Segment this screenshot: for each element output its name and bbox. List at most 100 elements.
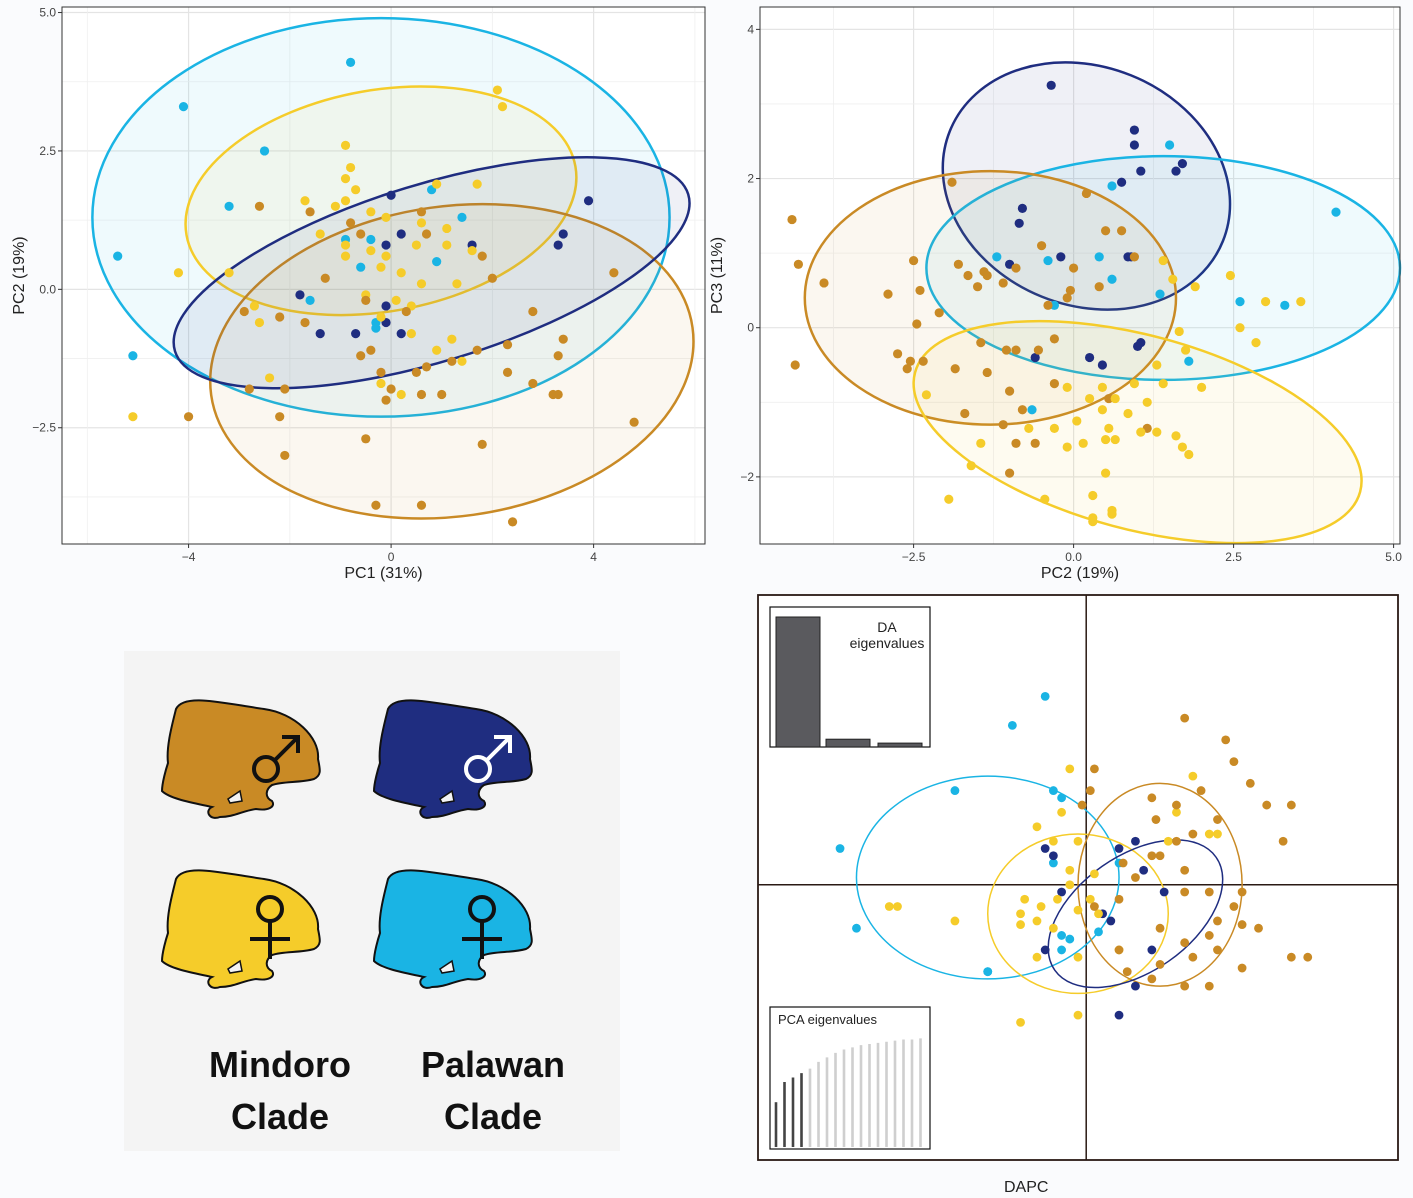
- palawan_female-point: [1007, 720, 1017, 730]
- plot-area: [62, 7, 705, 544]
- male-symbol-shaft: [485, 735, 512, 762]
- mindoro_female-point: [893, 902, 902, 911]
- mindoro_female-point: [1129, 379, 1139, 389]
- mindoro_female-point: [1296, 297, 1306, 307]
- mindoro_male-points: [183, 201, 639, 527]
- mindoro_male-point: [508, 517, 518, 527]
- mindoro_male-point: [1286, 952, 1296, 962]
- dapc-title: DAPC: [1004, 1179, 1048, 1196]
- palawan_female-point: [1065, 934, 1075, 944]
- mindoro_female-point: [1040, 494, 1050, 504]
- y-tick-label: 0.0: [39, 282, 56, 296]
- palawan_male-point: [1159, 887, 1169, 897]
- mindoro_female-point: [467, 245, 477, 256]
- mindoro_male-point: [1069, 263, 1079, 273]
- mindoro_female-point: [1181, 345, 1191, 355]
- palawan_male-point: [315, 329, 325, 339]
- mindoro_male-point: [1001, 345, 1011, 355]
- mindoro_male-point: [1213, 945, 1222, 955]
- mindoro_male-point: [973, 282, 983, 292]
- mindoro_male-point: [883, 289, 893, 299]
- mindoro_male-point: [320, 273, 330, 283]
- male-symbol-ring: [464, 755, 492, 783]
- mindoro_male-point: [1147, 793, 1157, 803]
- palawan_female-point: [1094, 252, 1104, 262]
- mindoro_female-point: [1072, 416, 1082, 426]
- mindoro_female-point: [976, 438, 986, 448]
- mindoro_female-point: [340, 251, 351, 261]
- mindoro_female-point: [1235, 323, 1245, 333]
- palawan_female-point: [1331, 207, 1341, 217]
- mindoro_female-point: [345, 162, 356, 173]
- pca-pc1-pc2-chart: −4 0 4 −2.5 0.0 2.5 5.0 PC1 (31%) PC2 (19%): [11, 6, 706, 582]
- mindoro_female-points: [884, 764, 1222, 1027]
- mindoro_female-point: [1016, 920, 1025, 929]
- mindoro_female-point: [340, 240, 351, 250]
- mindoro_male-point: [1221, 735, 1231, 745]
- mindoro_female-point: [432, 345, 442, 355]
- mindoro-clade-label: Mindoro Clade: [209, 1044, 351, 1137]
- mindoro_female-point: [1190, 282, 1200, 292]
- mindoro_female-point: [1024, 423, 1034, 433]
- mindoro_female-point: [1016, 909, 1025, 919]
- palawan_female-point: [1155, 289, 1165, 299]
- mindoro_male-point: [244, 384, 254, 394]
- mindoro_male-ellipse: [1077, 782, 1243, 987]
- palawan_female-point: [1280, 300, 1290, 310]
- mindoro_female-points: [921, 255, 1306, 527]
- palawan_male-point: [386, 190, 396, 200]
- mindoro_female-point: [249, 301, 259, 311]
- mindoro_female-point: [366, 245, 376, 256]
- palawan_male-point: [1139, 865, 1149, 875]
- da-title-line: eigenvalues: [850, 635, 925, 651]
- mindoro_female-point: [442, 223, 452, 234]
- mindoro_male-point: [416, 500, 427, 510]
- mindoro_male-point: [1117, 226, 1127, 236]
- mindoro_female-point: [1065, 764, 1075, 774]
- mindoro_male-point: [1204, 981, 1214, 991]
- mindoro_male-point: [502, 367, 513, 377]
- mindoro_female-point: [381, 251, 391, 261]
- mindoro_male-point: [1011, 345, 1021, 355]
- mindoro_male-point: [915, 285, 925, 296]
- mindoro_male-point: [1033, 345, 1043, 355]
- confidence-ellipses: [803, 61, 1402, 545]
- mindoro_female-point: [1032, 916, 1042, 926]
- mindoro_male-point: [1118, 858, 1128, 868]
- mindoro_female-point: [1053, 894, 1062, 904]
- mindoro_male-point: [1286, 800, 1296, 810]
- mindoro_male-point: [1155, 960, 1165, 969]
- mindoro_male-point: [1180, 713, 1190, 723]
- frog-silhouette-icon: [160, 699, 321, 819]
- mindoro_male-point: [1005, 386, 1015, 396]
- mindoro_male-point: [558, 334, 568, 344]
- mindoro_male-point: [1155, 851, 1165, 861]
- mindoro_male-point: [437, 389, 447, 400]
- mindoro_female-point: [1073, 836, 1083, 846]
- male-symbol-arrow: [494, 735, 512, 753]
- palawan_male-ellipse: [1047, 839, 1224, 989]
- palawan_male-point: [1097, 360, 1107, 370]
- mindoro_male-point: [1180, 938, 1190, 948]
- mindoro_female-point: [340, 196, 351, 206]
- mindoro_male-point: [254, 201, 265, 211]
- palawan_female-point: [432, 257, 442, 267]
- palawan_female-point: [852, 923, 861, 933]
- frog-silhouette-icon: [372, 699, 533, 819]
- mindoro_male-point: [1077, 800, 1087, 810]
- palawan_male-point: [1046, 80, 1056, 90]
- mindoro_male-point: [912, 319, 922, 329]
- mindoro_female-point: [1101, 434, 1111, 445]
- mindoro_male-point: [819, 278, 829, 288]
- mindoro_male-point: [1188, 952, 1198, 962]
- mindoro_female-point: [1094, 909, 1103, 919]
- mindoro_male-point: [1011, 438, 1021, 448]
- palawan_male-point: [1171, 166, 1181, 176]
- male-symbol-icon: [252, 735, 300, 783]
- palawan_female-point: [366, 234, 376, 245]
- mindoro_female-point: [366, 207, 376, 217]
- mindoro_male-point: [998, 278, 1008, 288]
- palawan_male-point: [1131, 981, 1140, 991]
- mindoro_male-point: [950, 364, 960, 374]
- palawan_male-point: [1177, 159, 1187, 169]
